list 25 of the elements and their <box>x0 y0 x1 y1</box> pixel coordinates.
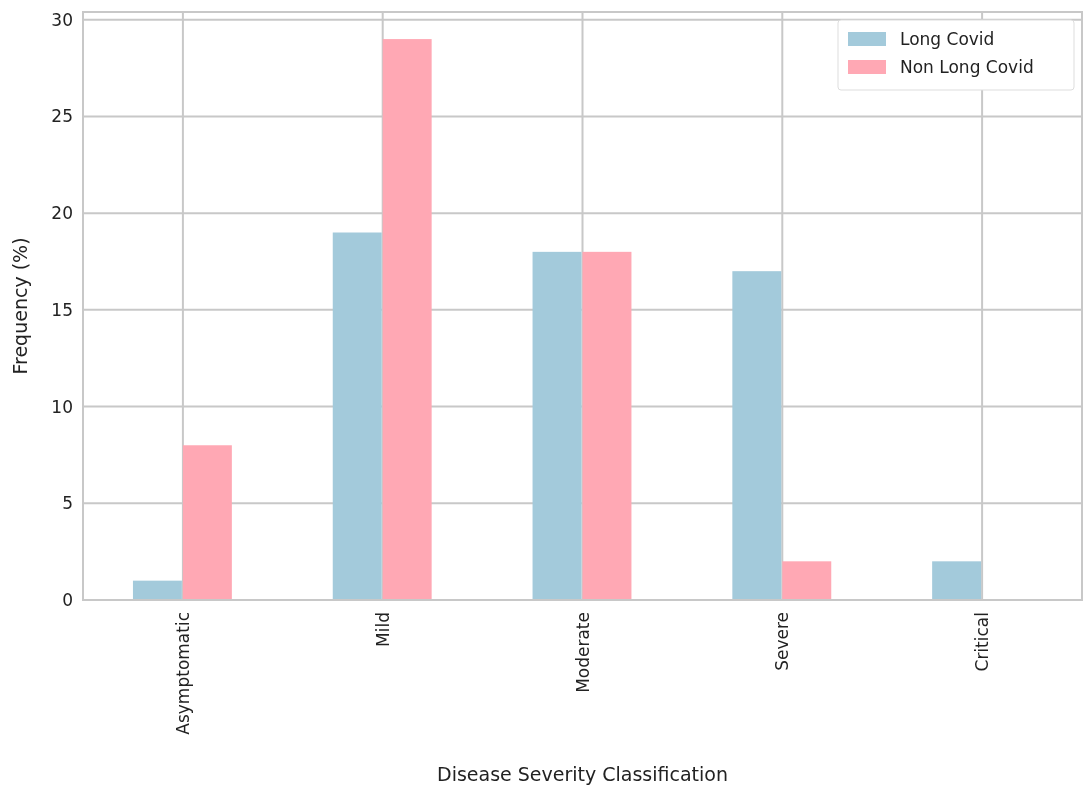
y-tick-label: 10 <box>51 396 73 417</box>
legend-label: Long Covid <box>900 28 995 49</box>
bar <box>732 271 782 600</box>
bar <box>532 251 582 600</box>
x-tick-label: Critical <box>972 612 993 672</box>
bar <box>582 251 632 600</box>
x-tick-label: Moderate <box>572 612 593 693</box>
bar <box>932 561 982 600</box>
y-tick-label: 0 <box>62 589 73 610</box>
x-axis-title: Disease Severity Classification <box>437 763 728 785</box>
y-tick-label: 20 <box>51 203 73 224</box>
y-tick-label: 25 <box>51 106 73 127</box>
legend-label: Non Long Covid <box>900 56 1034 77</box>
y-axis-title: Frequency (%) <box>9 237 31 375</box>
bar <box>382 39 432 600</box>
x-tick-label: Severe <box>772 612 793 671</box>
x-tick-label: Mild <box>372 612 393 647</box>
y-tick-label: 5 <box>62 493 73 514</box>
y-tick-label: 15 <box>51 299 73 320</box>
x-tick-label: Asymptomatic <box>172 612 193 735</box>
y-tick-label: 30 <box>51 9 73 30</box>
bar <box>332 232 382 600</box>
bar <box>782 561 832 600</box>
bar <box>182 445 232 600</box>
bar <box>132 580 182 600</box>
